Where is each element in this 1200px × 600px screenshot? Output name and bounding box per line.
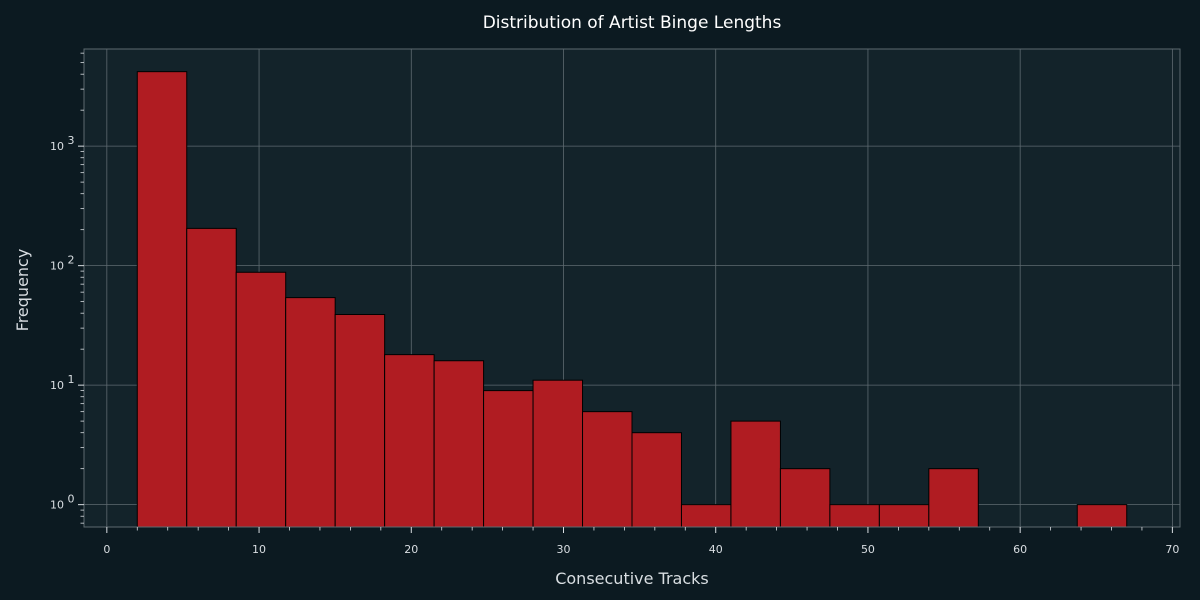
histogram-bar <box>730 420 781 528</box>
histogram-bar <box>582 411 633 528</box>
histogram-bar <box>334 314 386 528</box>
x-tick-label: 20 <box>404 543 418 556</box>
y-tick-label: 10 <box>50 379 64 392</box>
histogram-bar <box>532 379 584 528</box>
histogram-bar <box>186 227 237 528</box>
x-axis-label: Consecutive Tracks <box>555 569 709 588</box>
x-tick-label: 30 <box>557 543 571 556</box>
y-tick-exponent: 0 <box>68 493 75 506</box>
x-tick-label: 50 <box>861 543 875 556</box>
histogram-bar <box>136 71 188 528</box>
histogram-bar <box>285 297 336 528</box>
histogram-bar <box>779 468 831 528</box>
ticks: 0 10 20 30 40 50 60 70 10 0 10 1 10 2 10 3 <box>50 52 1179 556</box>
histogram-bar <box>433 360 485 528</box>
histogram-bar <box>878 504 930 528</box>
y-tick-exponent: 3 <box>68 134 75 147</box>
y-tick-exponent: 1 <box>68 373 75 386</box>
histogram-bar <box>384 354 435 528</box>
y-axis-label: Frequency <box>13 249 32 332</box>
histogram-bar <box>235 271 287 528</box>
y-tick-label: 10 <box>50 499 64 512</box>
histogram-bar <box>829 504 880 528</box>
histogram-bar <box>1076 504 1128 528</box>
histogram-bar <box>928 468 979 528</box>
y-tick-exponent: 2 <box>68 254 75 267</box>
x-tick-label: 70 <box>1165 543 1179 556</box>
x-tick-label: 10 <box>252 543 266 556</box>
y-tick-label: 10 <box>50 260 64 273</box>
x-tick-label: 40 <box>709 543 723 556</box>
plot-frame <box>83 48 1181 528</box>
x-tick-label: 60 <box>1013 543 1027 556</box>
x-tick-label: 0 <box>103 543 110 556</box>
chart-title: Distribution of Artist Binge Lengths <box>483 13 782 33</box>
histogram-bar <box>483 390 534 528</box>
histogram-bar <box>680 504 732 528</box>
bars <box>136 71 1128 528</box>
y-tick-label: 10 <box>50 140 64 153</box>
histogram-bar <box>631 432 682 528</box>
